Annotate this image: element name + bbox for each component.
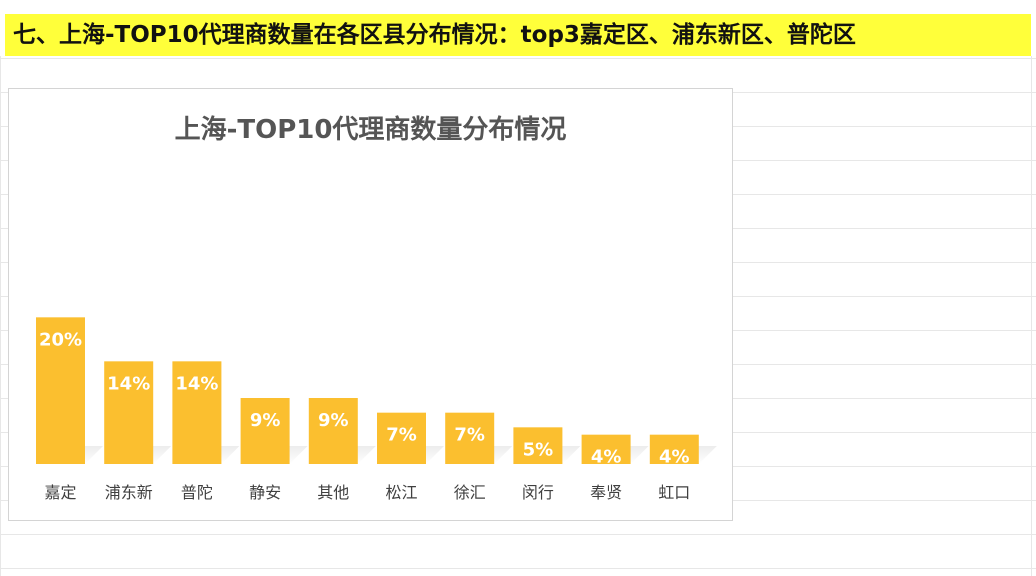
data-label: 9% bbox=[250, 410, 281, 431]
data-label: 14% bbox=[107, 373, 150, 394]
grid-row-line bbox=[0, 568, 1036, 569]
bar-chart-plot: 20% 嘉定 14% 浦东新 14% 普陀 9% 静安 9% 其他 7% 松江 7% 徐汇 5% 闵行 4% 奉贤… bbox=[36, 317, 717, 502]
bar-普陀[interactable] bbox=[172, 361, 222, 464]
data-label: 14% bbox=[175, 373, 218, 394]
category-label: 其他 bbox=[317, 483, 349, 502]
category-label: 松江 bbox=[385, 483, 417, 502]
bar-徐汇[interactable] bbox=[445, 412, 495, 464]
bar-其他[interactable] bbox=[308, 398, 358, 464]
data-label: 7% bbox=[386, 425, 417, 446]
bar-闵行[interactable] bbox=[513, 427, 563, 464]
data-label: 7% bbox=[454, 425, 485, 446]
grid-row-line bbox=[0, 58, 1036, 59]
bar-嘉定[interactable] bbox=[36, 317, 85, 464]
category-label: 虹口 bbox=[658, 483, 690, 502]
bar-奉贤[interactable] bbox=[581, 434, 631, 464]
bar-浦东新[interactable] bbox=[104, 361, 154, 464]
category-label: 徐汇 bbox=[454, 483, 486, 502]
data-label: 4% bbox=[659, 447, 690, 468]
data-label: 4% bbox=[591, 447, 622, 468]
data-label: 9% bbox=[318, 410, 349, 431]
data-label: 5% bbox=[523, 439, 554, 460]
grid-column-line bbox=[0, 56, 1, 576]
headline-banner: 七、上海-TOP10代理商数量在各区县分布情况：top3嘉定区、浦东新区、普陀区 bbox=[5, 14, 1031, 56]
bar-松江[interactable] bbox=[377, 412, 426, 464]
category-label: 浦东新 bbox=[105, 483, 153, 502]
data-label: 20% bbox=[39, 329, 82, 350]
chart-container[interactable]: 上海-TOP10代理商数量分布情况 20% 嘉定 14% 浦东新 14% 普陀 9% 静安 9%… bbox=[8, 88, 733, 521]
category-label: 嘉定 bbox=[44, 483, 76, 502]
grid-column-line bbox=[1031, 56, 1032, 576]
category-label: 闵行 bbox=[522, 483, 554, 502]
category-label: 普陀 bbox=[181, 483, 213, 502]
category-label: 奉贤 bbox=[590, 483, 622, 502]
grid-row-line bbox=[0, 534, 1036, 535]
bar-静安[interactable] bbox=[240, 398, 290, 464]
chart-title: 上海-TOP10代理商数量分布情况 bbox=[174, 115, 567, 145]
bar-虹口[interactable] bbox=[649, 434, 699, 464]
category-label: 静安 bbox=[249, 483, 281, 502]
